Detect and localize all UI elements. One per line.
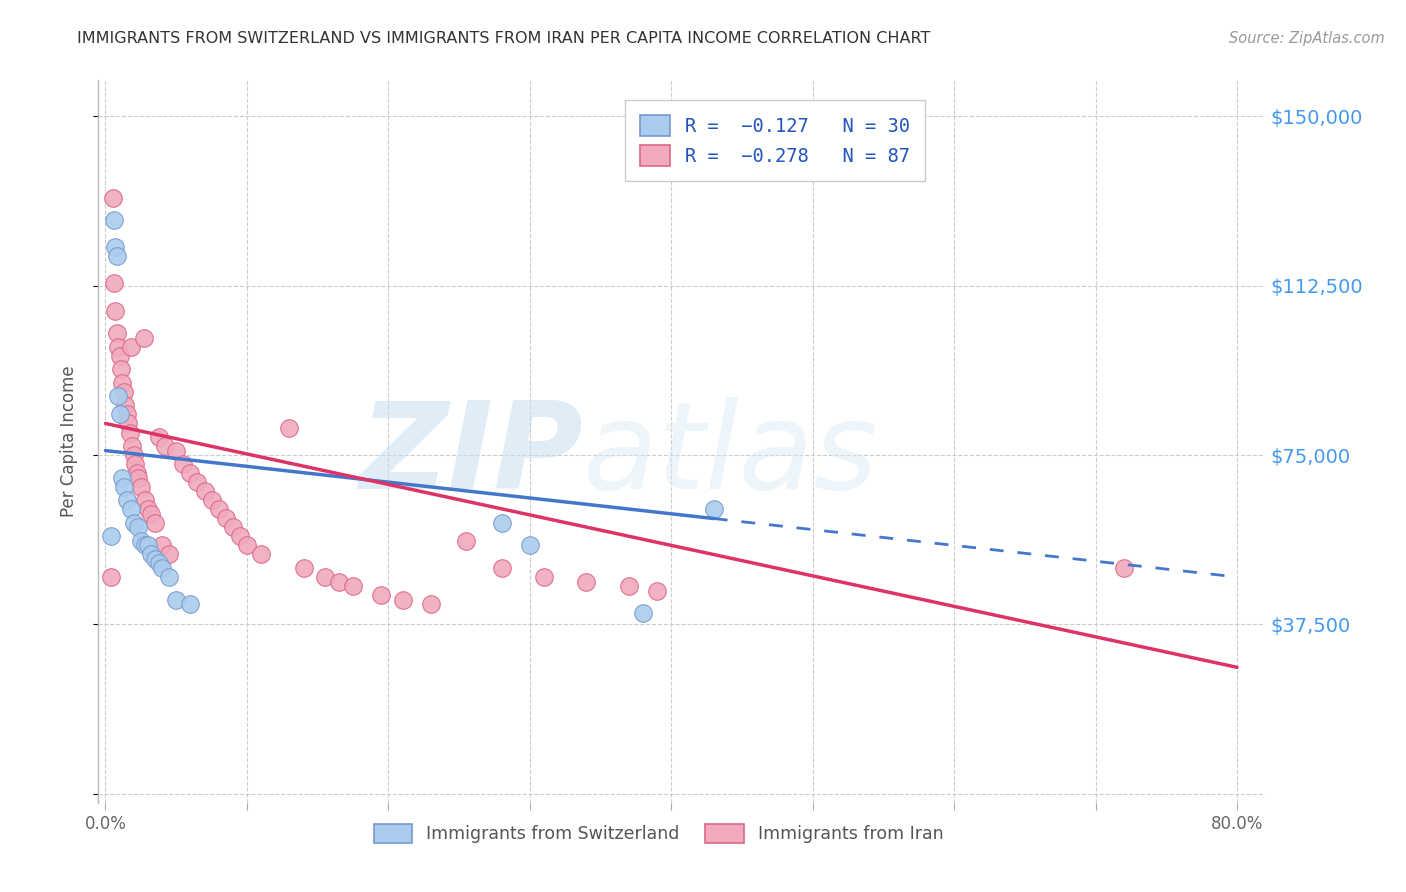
Point [120,340,142,354]
Point [111,376,134,390]
Point [314,570,336,584]
Point [165,443,187,458]
Point [150,561,173,575]
Point [179,597,201,611]
Point [236,538,259,552]
Point [105,326,128,341]
Point [215,511,238,525]
Point [519,538,541,552]
Point [165,592,187,607]
Point [104,303,127,318]
Point [157,570,180,584]
Text: Source: ZipAtlas.com: Source: ZipAtlas.com [1229,31,1385,46]
Point [292,561,315,575]
Point [121,439,143,453]
Point [115,408,138,422]
Point [143,516,166,530]
Point [222,520,245,534]
Point [703,502,725,516]
Point [456,533,478,548]
Point [229,529,252,543]
Point [250,548,273,562]
Point [153,439,176,453]
Text: atlas: atlas [582,398,879,515]
Point [533,570,555,584]
Point [193,484,215,499]
Point [125,466,148,480]
Point [132,331,155,345]
Point [107,340,129,354]
Legend: Immigrants from Switzerland, Immigrants from Iran: Immigrants from Switzerland, Immigrants … [366,815,952,852]
Text: ZIP: ZIP [359,398,582,515]
Point [122,516,145,530]
Point [110,362,132,376]
Point [107,389,129,403]
Point [136,538,159,552]
Point [124,457,146,471]
Point [108,408,131,422]
Point [200,493,222,508]
Point [419,597,441,611]
Point [139,507,162,521]
Point [136,502,159,516]
Point [104,240,127,254]
Point [150,538,173,552]
Point [114,398,136,412]
Point [328,574,350,589]
Point [111,471,134,485]
Point [278,421,301,435]
Point [391,592,413,607]
Point [134,493,156,508]
Point [148,430,170,444]
Y-axis label: Per Capita Income: Per Capita Income [59,366,77,517]
Point [134,538,156,552]
Point [105,249,128,263]
Point [112,384,135,399]
Point [370,588,392,602]
Point [117,417,139,431]
Point [645,583,668,598]
Point [186,475,208,490]
Point [101,191,124,205]
Point [631,606,654,620]
Point [103,277,125,291]
Point [575,574,598,589]
Point [100,529,122,543]
Point [172,457,194,471]
Point [179,466,201,480]
Point [100,570,122,584]
Point [1112,561,1135,575]
Point [208,502,231,516]
Point [108,349,131,363]
Point [127,520,149,534]
Point [120,502,142,516]
Point [115,493,138,508]
Point [342,579,364,593]
Point [148,557,170,571]
Point [491,516,513,530]
Point [143,552,166,566]
Text: IMMIGRANTS FROM SWITZERLAND VS IMMIGRANTS FROM IRAN PER CAPITA INCOME CORRELATIO: IMMIGRANTS FROM SWITZERLAND VS IMMIGRANT… [77,31,931,46]
Point [122,448,145,462]
Point [103,213,125,227]
Point [617,579,640,593]
Point [157,548,180,562]
Point [491,561,513,575]
Point [129,533,152,548]
Point [127,471,149,485]
Point [118,425,141,440]
Point [139,548,162,562]
Point [129,480,152,494]
Point [112,480,135,494]
